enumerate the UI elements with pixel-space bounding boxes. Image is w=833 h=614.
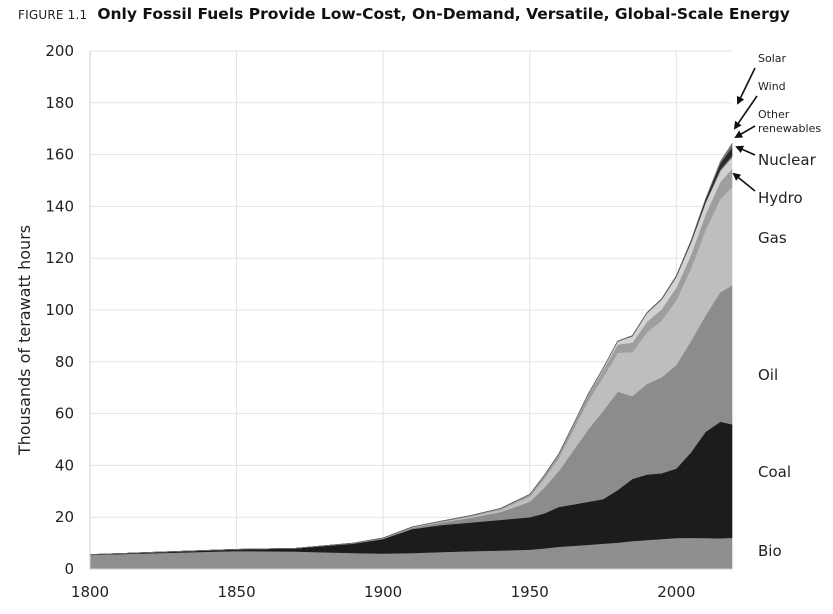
label-arrow [733,95,758,130]
x-tick-label: 2000 [657,583,695,601]
y-tick-label: 160 [45,146,74,164]
x-tick-label: 1950 [511,583,549,601]
series-label: Bio [758,542,782,560]
y-tick-label: 80 [55,353,74,371]
series-label: Gas [758,229,787,247]
figure-label: FIGURE 1.1 [18,8,88,22]
axes: 0 20 40 60 80 100 120 140 160 180 200 1800 1850 1900 1… [45,42,732,601]
label-arrows [732,67,758,192]
y-tick-label: 0 [64,560,74,578]
y-tick-label: 120 [45,249,74,267]
series-label: Coal [758,463,791,481]
label-arrow [732,172,756,192]
series-label: Hydro [758,189,803,207]
y-tick-label: 180 [45,94,74,112]
series-label: Solar [758,52,787,65]
y-tick-label: 200 [45,42,74,60]
y-tick-label: 40 [55,456,74,474]
x-tick-label: 1850 [217,583,255,601]
series-label: renewables [758,122,821,135]
area-series [89,142,733,570]
y-tick-label: 100 [45,301,74,319]
y-axis-title: Thousands of terawatt hours [15,225,34,456]
y-tick-label: 140 [45,197,74,215]
label-arrow [735,145,756,156]
chart-title: Only Fossil Fuels Provide Low-Cost, On-D… [97,5,790,23]
area-solar [89,142,733,555]
y-tick-label: 20 [55,508,74,526]
label-arrow [737,67,756,105]
title-row: FIGURE 1.1 Only Fossil Fuels Provide Low… [18,5,790,29]
y-tick-label: 60 [55,405,74,423]
series-label: Nuclear [758,151,817,169]
series-label: Wind [758,80,786,93]
series-label: Other [758,108,790,121]
x-tick-label: 1800 [71,583,109,601]
series-label: Oil [758,366,778,384]
x-tick-label: 1900 [364,583,402,601]
label-arrow [734,125,756,139]
